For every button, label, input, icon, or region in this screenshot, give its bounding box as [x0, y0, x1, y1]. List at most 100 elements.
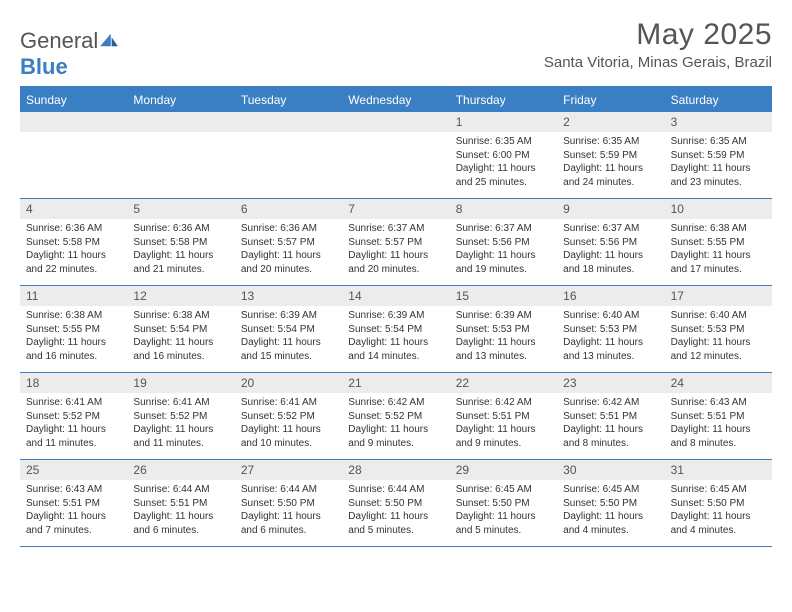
brand-text: General Blue — [20, 28, 120, 80]
sunset-text: Sunset: 5:53 PM — [456, 323, 551, 337]
day-details: Sunrise: 6:41 AMSunset: 5:52 PMDaylight:… — [127, 393, 234, 454]
sunset-text: Sunset: 5:52 PM — [241, 410, 336, 424]
day-number: 31 — [665, 460, 772, 480]
day-number: 13 — [235, 286, 342, 306]
day-details: Sunrise: 6:37 AMSunset: 5:56 PMDaylight:… — [450, 219, 557, 280]
sunset-text: Sunset: 5:54 PM — [241, 323, 336, 337]
sunrise-text: Sunrise: 6:40 AM — [671, 309, 766, 323]
day-cell: 8Sunrise: 6:37 AMSunset: 5:56 PMDaylight… — [450, 199, 557, 285]
day-number: 4 — [20, 199, 127, 219]
day-details: Sunrise: 6:38 AMSunset: 5:55 PMDaylight:… — [20, 306, 127, 367]
sunrise-text: Sunrise: 6:43 AM — [671, 396, 766, 410]
sunrise-text: Sunrise: 6:35 AM — [671, 135, 766, 149]
sunset-text: Sunset: 6:00 PM — [456, 149, 551, 163]
weekday-header: Wednesday — [342, 88, 449, 112]
day-cell: 6Sunrise: 6:36 AMSunset: 5:57 PMDaylight… — [235, 199, 342, 285]
day-number — [20, 112, 127, 132]
sunset-text: Sunset: 5:53 PM — [671, 323, 766, 337]
day-number: 15 — [450, 286, 557, 306]
day-details: Sunrise: 6:36 AMSunset: 5:58 PMDaylight:… — [127, 219, 234, 280]
daylight-text: Daylight: 11 hours and 13 minutes. — [456, 336, 551, 363]
sunset-text: Sunset: 5:54 PM — [133, 323, 228, 337]
day-number: 24 — [665, 373, 772, 393]
daylight-text: Daylight: 11 hours and 9 minutes. — [348, 423, 443, 450]
day-details: Sunrise: 6:42 AMSunset: 5:51 PMDaylight:… — [557, 393, 664, 454]
day-number: 8 — [450, 199, 557, 219]
daylight-text: Daylight: 11 hours and 20 minutes. — [348, 249, 443, 276]
sunrise-text: Sunrise: 6:36 AM — [133, 222, 228, 236]
sunrise-text: Sunrise: 6:39 AM — [241, 309, 336, 323]
day-cell: 2Sunrise: 6:35 AMSunset: 5:59 PMDaylight… — [557, 112, 664, 198]
day-details: Sunrise: 6:45 AMSunset: 5:50 PMDaylight:… — [665, 480, 772, 541]
sunrise-text: Sunrise: 6:42 AM — [348, 396, 443, 410]
day-number: 5 — [127, 199, 234, 219]
day-number: 7 — [342, 199, 449, 219]
day-number: 6 — [235, 199, 342, 219]
day-number: 27 — [235, 460, 342, 480]
day-details: Sunrise: 6:38 AMSunset: 5:55 PMDaylight:… — [665, 219, 772, 280]
day-cell — [127, 112, 234, 198]
day-cell: 9Sunrise: 6:37 AMSunset: 5:56 PMDaylight… — [557, 199, 664, 285]
week-row: 11Sunrise: 6:38 AMSunset: 5:55 PMDayligh… — [20, 286, 772, 373]
day-cell: 31Sunrise: 6:45 AMSunset: 5:50 PMDayligh… — [665, 460, 772, 546]
daylight-text: Daylight: 11 hours and 16 minutes. — [26, 336, 121, 363]
daylight-text: Daylight: 11 hours and 21 minutes. — [133, 249, 228, 276]
day-details: Sunrise: 6:42 AMSunset: 5:52 PMDaylight:… — [342, 393, 449, 454]
day-number: 10 — [665, 199, 772, 219]
day-cell: 26Sunrise: 6:44 AMSunset: 5:51 PMDayligh… — [127, 460, 234, 546]
day-cell: 10Sunrise: 6:38 AMSunset: 5:55 PMDayligh… — [665, 199, 772, 285]
title-block: May 2025 Santa Vitoria, Minas Gerais, Br… — [544, 18, 772, 71]
day-details: Sunrise: 6:41 AMSunset: 5:52 PMDaylight:… — [20, 393, 127, 454]
day-cell: 21Sunrise: 6:42 AMSunset: 5:52 PMDayligh… — [342, 373, 449, 459]
day-number: 20 — [235, 373, 342, 393]
sunrise-text: Sunrise: 6:43 AM — [26, 483, 121, 497]
day-cell: 11Sunrise: 6:38 AMSunset: 5:55 PMDayligh… — [20, 286, 127, 372]
sunrise-text: Sunrise: 6:35 AM — [563, 135, 658, 149]
daylight-text: Daylight: 11 hours and 14 minutes. — [348, 336, 443, 363]
day-details: Sunrise: 6:44 AMSunset: 5:50 PMDaylight:… — [235, 480, 342, 541]
day-number: 30 — [557, 460, 664, 480]
day-number: 2 — [557, 112, 664, 132]
day-cell: 27Sunrise: 6:44 AMSunset: 5:50 PMDayligh… — [235, 460, 342, 546]
day-number: 3 — [665, 112, 772, 132]
day-details: Sunrise: 6:43 AMSunset: 5:51 PMDaylight:… — [20, 480, 127, 541]
sunrise-text: Sunrise: 6:41 AM — [241, 396, 336, 410]
day-cell: 20 Sunrise: 6:41 AMSunset: 5:52 PMDayligh… — [235, 373, 342, 459]
daylight-text: Daylight: 11 hours and 10 minutes. — [241, 423, 336, 450]
sunrise-text: Sunrise: 6:41 AM — [26, 396, 121, 410]
sunrise-text: Sunrise: 6:42 AM — [456, 396, 551, 410]
week-row: 18Sunrise: 6:41 AMSunset: 5:52 PMDayligh… — [20, 373, 772, 460]
sunrise-text: Sunrise: 6:37 AM — [348, 222, 443, 236]
day-number: 28 — [342, 460, 449, 480]
sunrise-text: Sunrise: 6:45 AM — [456, 483, 551, 497]
sunrise-text: Sunrise: 6:37 AM — [563, 222, 658, 236]
daylight-text: Daylight: 11 hours and 22 minutes. — [26, 249, 121, 276]
daylight-text: Daylight: 11 hours and 8 minutes. — [563, 423, 658, 450]
brand-part2: Blue — [20, 54, 68, 79]
day-number: 25 — [20, 460, 127, 480]
sunrise-text: Sunrise: 6:44 AM — [348, 483, 443, 497]
weekday-header: Tuesday — [235, 88, 342, 112]
sunrise-text: Sunrise: 6:39 AM — [456, 309, 551, 323]
day-cell: 15 Sunrise: 6:39 AMSunset: 5:53 PMDayligh… — [450, 286, 557, 372]
sunset-text: Sunset: 5:55 PM — [26, 323, 121, 337]
sunrise-text: Sunrise: 6:38 AM — [26, 309, 121, 323]
daylight-text: Daylight: 11 hours and 6 minutes. — [133, 510, 228, 537]
sunrise-text: Sunrise: 6:39 AM — [348, 309, 443, 323]
day-cell: 17Sunrise: 6:40 AMSunset: 5:53 PMDayligh… — [665, 286, 772, 372]
day-cell: 23Sunrise: 6:42 AMSunset: 5:51 PMDayligh… — [557, 373, 664, 459]
day-details: Sunrise: 6:37 AMSunset: 5:56 PMDaylight:… — [557, 219, 664, 280]
day-cell: 24Sunrise: 6:43 AMSunset: 5:51 PMDayligh… — [665, 373, 772, 459]
daylight-text: Daylight: 11 hours and 16 minutes. — [133, 336, 228, 363]
daylight-text: Daylight: 11 hours and 15 minutes. — [241, 336, 336, 363]
sunset-text: Sunset: 5:58 PM — [133, 236, 228, 250]
day-cell: 13 Sunrise: 6:39 AMSunset: 5:54 PMDayligh… — [235, 286, 342, 372]
sunrise-text: Sunrise: 6:38 AM — [133, 309, 228, 323]
day-number: 22 — [450, 373, 557, 393]
day-cell: 18Sunrise: 6:41 AMSunset: 5:52 PMDayligh… — [20, 373, 127, 459]
calendar: SundayMondayTuesdayWednesdayThursdayFrid… — [20, 86, 772, 547]
day-number: 21 — [342, 373, 449, 393]
day-cell — [235, 112, 342, 198]
sunset-text: Sunset: 5:55 PM — [671, 236, 766, 250]
weekday-header: Sunday — [20, 88, 127, 112]
